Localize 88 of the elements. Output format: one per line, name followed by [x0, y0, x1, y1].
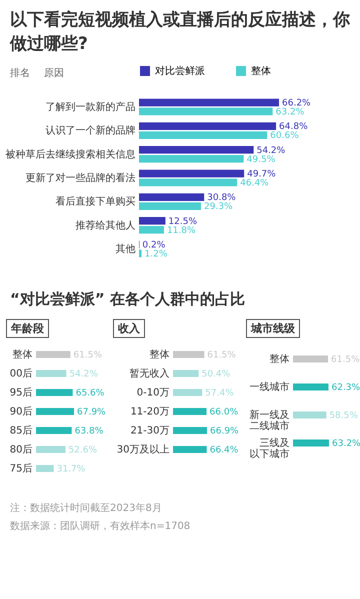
data-label: 63.2% [276, 107, 305, 118]
data-label: 66.0% [210, 408, 239, 418]
data-label: 57.4% [205, 388, 234, 398]
chart-title: 以下看完短视频植入或直播后的反应描述，你做过哪些? [8, 9, 351, 56]
y-tick-label: 95后 [10, 386, 32, 398]
data-label: 58.5% [329, 411, 358, 421]
source-note: 数据来源：团队调研，有效样本n=1708 [9, 520, 192, 534]
bar [139, 155, 244, 163]
bar [173, 446, 207, 453]
y-tick-label: 三线及以下城市 [250, 437, 290, 460]
y-tick-label: 整体 [150, 348, 170, 360]
data-label: 46.4% [240, 178, 270, 188]
data-label: 11.8% [166, 226, 196, 236]
y-tick-label: 整体 [270, 353, 290, 365]
data-label: 66.2% [282, 98, 312, 109]
bar [36, 389, 73, 396]
bar [173, 351, 204, 358]
data-label: 29.3% [204, 202, 234, 212]
bar [36, 427, 72, 434]
y-tick-label: 推荐给其他人 [76, 219, 136, 232]
data-label: 30.8% [207, 193, 236, 204]
bar [139, 98, 279, 106]
y-tick-label: 75后 [10, 462, 32, 474]
bar [139, 250, 142, 258]
text: 排名 [10, 66, 30, 79]
data-label: 63.8% [74, 426, 104, 436]
data-label: 52.6% [68, 446, 98, 456]
chart-title: 收入 [113, 319, 145, 338]
data-label: 49.7% [247, 170, 276, 180]
data-label: 63.2% [332, 439, 360, 449]
bar [139, 202, 201, 210]
bar [36, 465, 54, 472]
y-tick-label: 30万及以上 [116, 444, 170, 456]
bar [139, 226, 164, 234]
text: 注：数据统计时间截至2023年8月 [9, 502, 163, 516]
chart-title: 城市线级 [246, 319, 300, 338]
data-label: 31.7% [56, 464, 86, 474]
text: 原因 [44, 67, 64, 79]
data-label: 66.9% [210, 426, 240, 436]
data-label: 60.6% [270, 131, 300, 142]
y-tick-label: 看后直接下单购买 [56, 196, 136, 208]
bar [173, 389, 202, 396]
y-tick-label: 21-30万 [130, 426, 170, 436]
y-tick-label: 90后 [10, 406, 32, 418]
data-label: 54.2% [256, 146, 286, 156]
bar [36, 446, 66, 453]
y-tick-label: 更新了对一些品牌的看法 [26, 172, 136, 184]
bar [139, 170, 244, 178]
bar [139, 108, 273, 116]
data-label: 65.6% [76, 388, 105, 398]
bar [173, 408, 207, 415]
data-label: 54.2% [69, 370, 98, 380]
bar [139, 193, 204, 201]
data-label: 50.4% [202, 370, 231, 380]
text: “对比尝鲜派” 在各个人群中的占比 [9, 289, 246, 310]
bar [139, 131, 268, 139]
y-tick-label: 新一线及二线城市 [250, 409, 290, 432]
y-tick-label: 整体 [12, 348, 32, 360]
y-tick-label: 00后 [10, 368, 32, 380]
y-tick-label: 11-20万 [130, 406, 170, 418]
bar [139, 146, 254, 154]
y-tick-label: 了解到一款新的产品 [46, 101, 136, 114]
y-tick-label: 被种草后去继续搜索相关信息 [6, 148, 136, 160]
y-tick-label: 其他 [116, 242, 136, 255]
bar [139, 122, 276, 130]
bar [36, 408, 74, 415]
data-label: 1.2% [144, 249, 168, 260]
y-tick-label: 认识了一个新的品牌 [46, 124, 136, 137]
bar [173, 370, 199, 377]
data-label: 64.8% [279, 122, 308, 132]
legend-label: 对比尝鲜派 [155, 65, 205, 77]
y-tick-label: 85后 [10, 424, 32, 436]
bar [173, 427, 207, 434]
bar [139, 217, 166, 225]
y-tick-label: 一线城市 [250, 381, 290, 393]
bar [36, 370, 66, 377]
data-label: 49.5% [246, 154, 276, 165]
y-tick-label: 80后 [10, 444, 32, 456]
data-label: 66.4% [210, 446, 239, 456]
data-label: 0.2% [142, 240, 166, 251]
chart-subtitle: 年龄段 [6, 319, 49, 338]
data-label: 62.3% [331, 383, 360, 393]
bar [36, 351, 70, 358]
y-tick-label: 0-10万 [136, 388, 170, 398]
data-label: 12.5% [168, 216, 198, 227]
y-tick-label: 暂无收入 [130, 368, 170, 380]
data-label: 67.9% [77, 408, 106, 418]
bar [139, 178, 238, 186]
